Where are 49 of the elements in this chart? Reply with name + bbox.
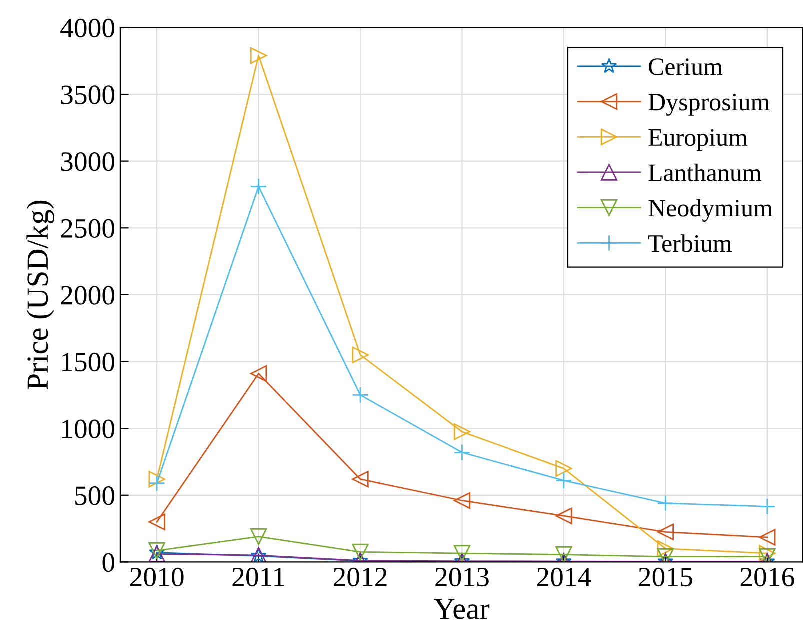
legend-label: Lanthanum xyxy=(648,164,762,182)
point xyxy=(352,386,369,404)
point xyxy=(148,475,166,492)
x-tick-label: 2014 xyxy=(537,568,592,587)
y-tick-label: 0 xyxy=(102,553,115,572)
point xyxy=(148,514,166,530)
legend-label: Cerium xyxy=(649,58,723,76)
y-tick-label: 1500 xyxy=(62,352,115,372)
point xyxy=(657,524,674,540)
x-tick-label: 2012 xyxy=(334,568,387,587)
legend-label: Neodymium xyxy=(648,199,773,222)
y-tick-label: 2000 xyxy=(61,286,115,305)
x-tick-label: 2011 xyxy=(232,568,284,587)
point xyxy=(250,47,268,64)
point xyxy=(454,492,471,510)
legend-label: Europium xyxy=(648,129,748,152)
point xyxy=(352,346,369,364)
point xyxy=(352,471,369,488)
y-tick-label: 4000 xyxy=(60,18,115,38)
point xyxy=(657,540,674,558)
x-tick-label: 2013 xyxy=(436,568,489,587)
y-tick-label: 3500 xyxy=(61,86,115,104)
point xyxy=(352,544,369,561)
point xyxy=(148,471,166,488)
point xyxy=(250,178,268,196)
y-tick-label: 1000 xyxy=(62,420,115,438)
point xyxy=(454,444,471,461)
x-axis-title: Year xyxy=(434,599,490,620)
legend-label: Dysprosium xyxy=(648,94,770,116)
point xyxy=(556,508,572,524)
y-tick-label: 500 xyxy=(76,486,115,506)
legend-label: Terbium xyxy=(648,234,732,252)
point xyxy=(454,545,471,562)
point xyxy=(657,495,674,512)
point xyxy=(759,529,776,546)
y-tick-label: 2500 xyxy=(61,219,115,238)
point xyxy=(759,498,776,516)
point xyxy=(454,424,471,440)
y-axis-title: Price (USD/kg) xyxy=(26,200,54,390)
point xyxy=(759,545,776,562)
y-tick-label: 3000 xyxy=(61,152,115,172)
point xyxy=(556,460,572,478)
point xyxy=(556,472,572,490)
point xyxy=(250,365,268,382)
x-tick-label: 2010 xyxy=(130,568,184,587)
x-tick-label: 2015 xyxy=(639,568,692,587)
point xyxy=(250,528,268,546)
x-tick-label: 2016 xyxy=(740,568,794,587)
point xyxy=(556,546,572,562)
